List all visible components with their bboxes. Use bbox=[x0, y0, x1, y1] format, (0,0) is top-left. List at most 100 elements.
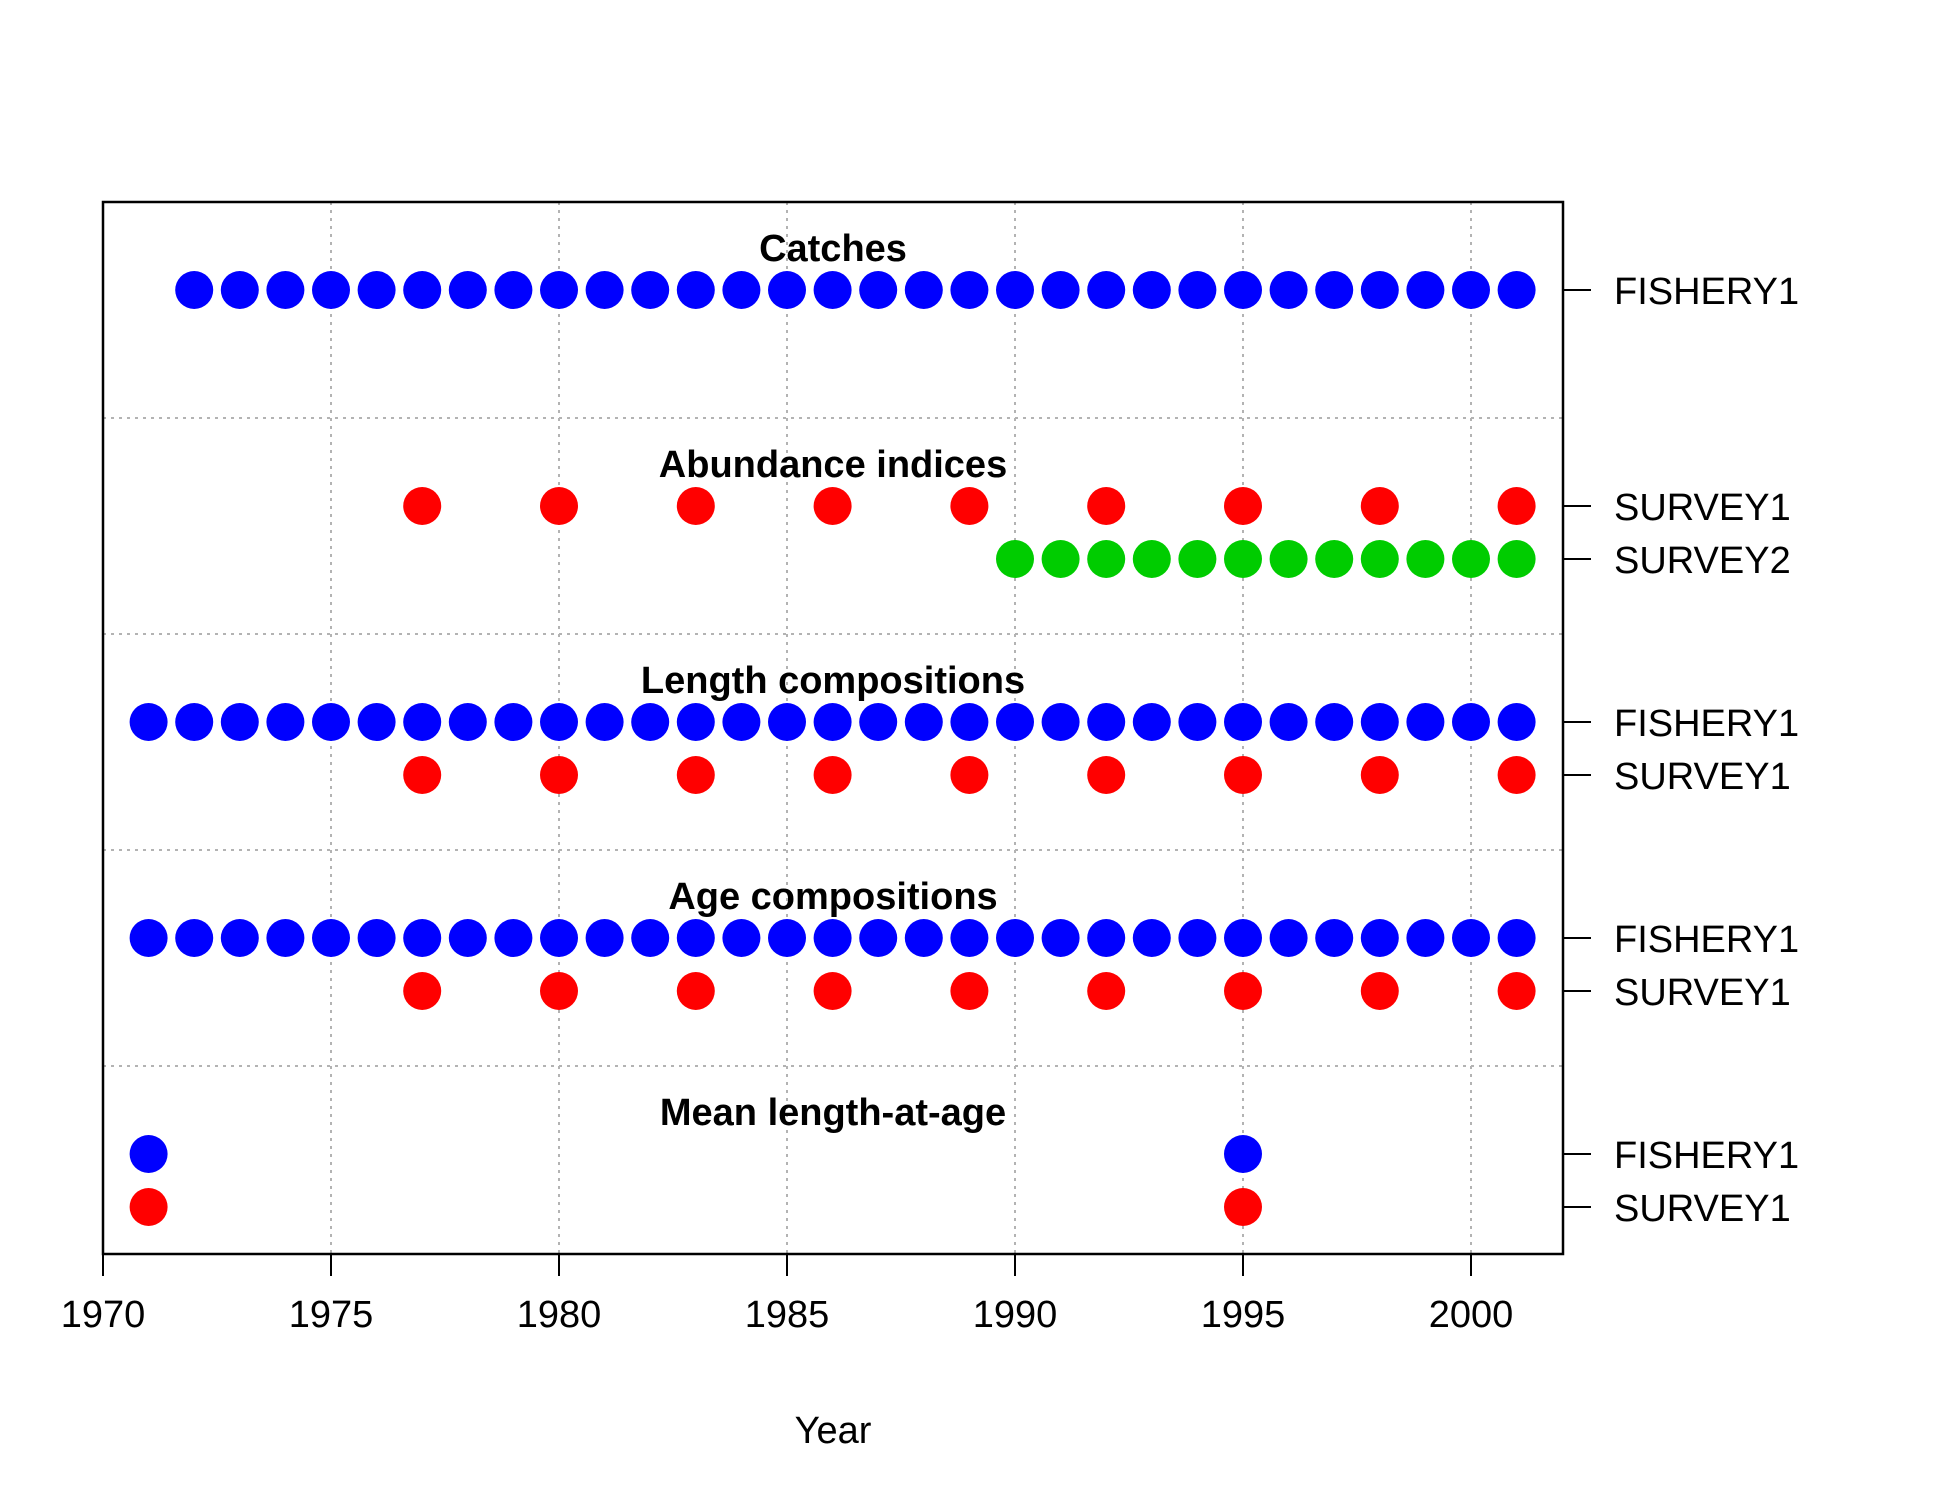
data-point bbox=[1406, 703, 1445, 741]
data-point bbox=[1360, 756, 1399, 794]
data-point bbox=[403, 487, 442, 525]
data-point bbox=[1224, 972, 1262, 1010]
data-point bbox=[1360, 540, 1399, 578]
x-tick-label: 1980 bbox=[517, 1294, 602, 1336]
data-point bbox=[813, 919, 852, 957]
data-point bbox=[950, 271, 989, 309]
data-point bbox=[1497, 271, 1536, 309]
data-point bbox=[312, 271, 350, 309]
data-point bbox=[1360, 487, 1399, 525]
data-point bbox=[175, 919, 214, 957]
data-point bbox=[585, 919, 624, 957]
section-title: Length compositions bbox=[641, 660, 1025, 702]
data-point bbox=[676, 487, 715, 525]
data-point bbox=[904, 919, 943, 957]
data-point bbox=[768, 919, 806, 957]
data-point bbox=[403, 703, 442, 741]
data-point bbox=[357, 919, 396, 957]
data-point bbox=[540, 756, 578, 794]
row-label: SURVEY1 bbox=[1614, 756, 1791, 798]
data-point bbox=[1406, 919, 1445, 957]
data-point bbox=[1452, 703, 1490, 741]
data-point bbox=[585, 271, 624, 309]
data-point bbox=[540, 271, 578, 309]
data-point bbox=[1132, 919, 1171, 957]
row-label: FISHERY1 bbox=[1614, 703, 1799, 745]
data-point bbox=[631, 919, 670, 957]
data-point bbox=[448, 271, 487, 309]
data-point bbox=[859, 919, 898, 957]
data-point bbox=[1178, 919, 1217, 957]
data-point bbox=[996, 540, 1034, 578]
data-point bbox=[1497, 703, 1536, 741]
axes: FISHERY1 SURVEY1 SURVEY2 FISHERY1 SURVEY1 FIS… bbox=[61, 200, 1799, 1336]
data-point bbox=[676, 271, 715, 309]
data-point bbox=[1224, 1188, 1262, 1226]
data-point bbox=[1087, 919, 1126, 957]
row-label: FISHERY1 bbox=[1614, 271, 1799, 313]
data-point bbox=[1269, 919, 1308, 957]
data-point bbox=[859, 703, 898, 741]
row-label: FISHERY1 bbox=[1614, 919, 1799, 961]
data-point bbox=[312, 703, 350, 741]
data-point bbox=[813, 972, 852, 1010]
x-tick-label: 1995 bbox=[1201, 1294, 1286, 1336]
data-point bbox=[1224, 271, 1262, 309]
data-point bbox=[996, 703, 1034, 741]
data-point bbox=[1224, 703, 1262, 741]
data-point bbox=[676, 703, 715, 741]
data-point bbox=[403, 271, 442, 309]
data-point bbox=[1178, 703, 1217, 741]
data-point bbox=[266, 703, 305, 741]
x-tick-label: 1970 bbox=[61, 1294, 146, 1336]
data-point bbox=[266, 271, 305, 309]
section-title: Catches bbox=[759, 228, 907, 270]
data-point bbox=[448, 919, 487, 957]
data-point bbox=[950, 756, 989, 794]
data-point bbox=[403, 972, 442, 1010]
data-point bbox=[950, 703, 989, 741]
data-point bbox=[1406, 540, 1445, 578]
data-point bbox=[403, 756, 442, 794]
data-point bbox=[1224, 756, 1262, 794]
section-titles: Catches Abundance indices Length compositi… bbox=[641, 228, 1025, 1134]
x-tick-label: 1985 bbox=[745, 1294, 830, 1336]
data-point bbox=[813, 271, 852, 309]
data-point bbox=[1497, 972, 1536, 1010]
data-point bbox=[1360, 703, 1399, 741]
data-point bbox=[1041, 919, 1080, 957]
data-point bbox=[448, 703, 487, 741]
data-point bbox=[1087, 972, 1126, 1010]
row-label: FISHERY1 bbox=[1614, 1135, 1799, 1177]
data-point bbox=[540, 919, 578, 957]
data-point bbox=[950, 487, 989, 525]
data-point bbox=[220, 271, 259, 309]
x-axis-title: Year bbox=[795, 1410, 872, 1452]
data-point bbox=[768, 703, 806, 741]
data-point bbox=[129, 1188, 168, 1226]
data-point bbox=[1406, 271, 1445, 309]
data-point bbox=[996, 271, 1034, 309]
data-point bbox=[1452, 540, 1490, 578]
data-point bbox=[1041, 703, 1080, 741]
data-point bbox=[129, 703, 168, 741]
data-point bbox=[1087, 271, 1126, 309]
data-point bbox=[312, 919, 350, 957]
data-point bbox=[950, 972, 989, 1010]
data-point bbox=[585, 703, 624, 741]
data-point bbox=[540, 487, 578, 525]
data-point bbox=[676, 972, 715, 1010]
row-label: SURVEY2 bbox=[1614, 540, 1791, 582]
section-separators bbox=[103, 417, 1563, 1067]
data-point bbox=[1497, 540, 1536, 578]
data-point bbox=[1269, 703, 1308, 741]
data-point bbox=[494, 271, 533, 309]
data-point bbox=[1132, 271, 1171, 309]
data-point bbox=[1178, 271, 1217, 309]
data-point bbox=[129, 919, 168, 957]
data-point bbox=[266, 919, 305, 957]
data-point bbox=[220, 919, 259, 957]
data-point bbox=[1315, 919, 1354, 957]
data-point bbox=[813, 703, 852, 741]
